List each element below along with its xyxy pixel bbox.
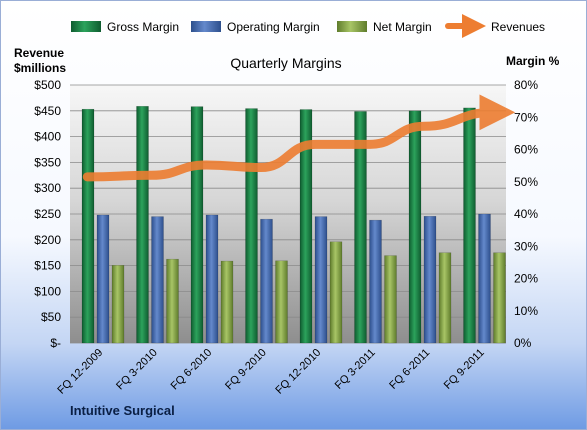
legend-swatch-net-margin — [337, 21, 367, 32]
y-right-tick-label: 50% — [514, 175, 538, 189]
y-right-tick-label: 10% — [514, 304, 538, 318]
bar-gross-margin — [408, 110, 422, 344]
y-left-tick-label: $150 — [34, 259, 61, 273]
x-tick-label: FQ 12-2009 — [55, 347, 105, 397]
y-right-ticks: 0% 10% 20% 30% 40% 50% 60% 70% 80% — [514, 78, 538, 350]
legend-label-gross-margin: Gross Margin — [107, 20, 179, 34]
bar-gross-margin — [136, 106, 149, 344]
bar-gross-margin — [245, 108, 258, 344]
bar-operating-margin — [151, 216, 164, 344]
bar-net-margin — [329, 241, 343, 344]
y-left-tick-label: $200 — [34, 233, 61, 247]
bar-net-margin — [384, 255, 397, 344]
bar-operating-margin — [369, 219, 382, 344]
company-label: Intuitive Surgical — [70, 403, 175, 418]
y-right-label: Margin % — [506, 54, 560, 68]
legend-label-net-margin: Net Margin — [373, 20, 432, 34]
bar-net-margin — [111, 265, 125, 344]
legend-swatch-operating-margin — [191, 21, 221, 32]
bar-net-margin — [493, 252, 506, 344]
x-tick-label: FQ 6-2010 — [169, 347, 215, 393]
legend-label-operating-margin: Operating Margin — [227, 20, 320, 34]
y-right-tick-label: 0% — [514, 336, 532, 350]
bar-gross-margin — [463, 107, 476, 344]
x-tick-label: FQ 3-2010 — [114, 347, 160, 393]
legend-item-gross-margin: Gross Margin — [71, 20, 179, 34]
bar-operating-margin — [478, 213, 491, 344]
legend-item-revenues: Revenues — [445, 14, 545, 38]
y-left-tick-label: $500 — [34, 78, 61, 92]
x-ticks: FQ 12-2009 FQ 3-2010 FQ 6-2010 FQ 9-2010 FQ … — [55, 347, 486, 397]
y-left-tick-label: $50 — [41, 310, 61, 324]
y-right-tick-label: 70% — [514, 110, 538, 124]
x-tick-label: FQ 3-2011 — [333, 347, 378, 392]
y-left-ticks: $- $50 $100 $150 $200 $250 $300 $350 $400 $450 $50… — [34, 78, 61, 350]
legend-label-revenues: Revenues — [491, 20, 545, 34]
y-left-label-line1: Revenue — [14, 46, 64, 60]
bar-operating-margin — [314, 216, 328, 344]
y-right-tick-label: 30% — [514, 239, 538, 253]
bar-net-margin — [438, 252, 452, 344]
bar-net-margin — [220, 260, 234, 344]
x-tick-label: FQ 12-2010 — [273, 347, 323, 397]
legend: Gross Margin Operating Margin Net Margin… — [71, 14, 545, 38]
bar-gross-margin — [299, 109, 313, 344]
y-left-tick-label: $300 — [34, 181, 61, 195]
legend-item-net-margin: Net Margin — [337, 20, 432, 34]
x-tick-label: FQ 6-2011 — [387, 347, 432, 392]
bar-gross-margin — [81, 108, 95, 344]
y-left-tick-label: $450 — [34, 104, 61, 118]
y-left-label-line2: $millions — [14, 61, 66, 75]
bar-net-margin — [275, 260, 288, 344]
y-right-tick-label: 20% — [514, 272, 538, 286]
revenues-line — [82, 94, 516, 182]
bar-operating-margin — [423, 216, 437, 344]
y-left-tick-label: $400 — [34, 130, 61, 144]
bar-operating-margin — [205, 214, 219, 344]
y-right-tick-label: 40% — [514, 207, 538, 221]
chart-title: Quarterly Margins — [230, 55, 341, 71]
bar-operating-margin — [260, 218, 273, 344]
legend-swatch-gross-margin — [71, 21, 101, 32]
y-left-tick-label: $250 — [34, 207, 61, 221]
y-right-tick-label: 80% — [514, 78, 538, 92]
y-left-tick-label: $- — [50, 336, 61, 350]
y-right-tick-label: 60% — [514, 143, 538, 157]
revenue-line — [82, 94, 516, 182]
bar-net-margin — [166, 258, 179, 344]
y-left-tick-label: $350 — [34, 155, 61, 169]
y-left-tick-label: $100 — [34, 284, 61, 298]
x-tick-label: FQ 9-2011 — [442, 347, 487, 392]
bar-gross-margin — [354, 111, 367, 344]
x-tick-label: FQ 9-2010 — [223, 347, 269, 393]
bar-gross-margin — [190, 106, 204, 344]
legend-item-operating-margin: Operating Margin — [191, 20, 320, 34]
bar-operating-margin — [96, 214, 110, 344]
